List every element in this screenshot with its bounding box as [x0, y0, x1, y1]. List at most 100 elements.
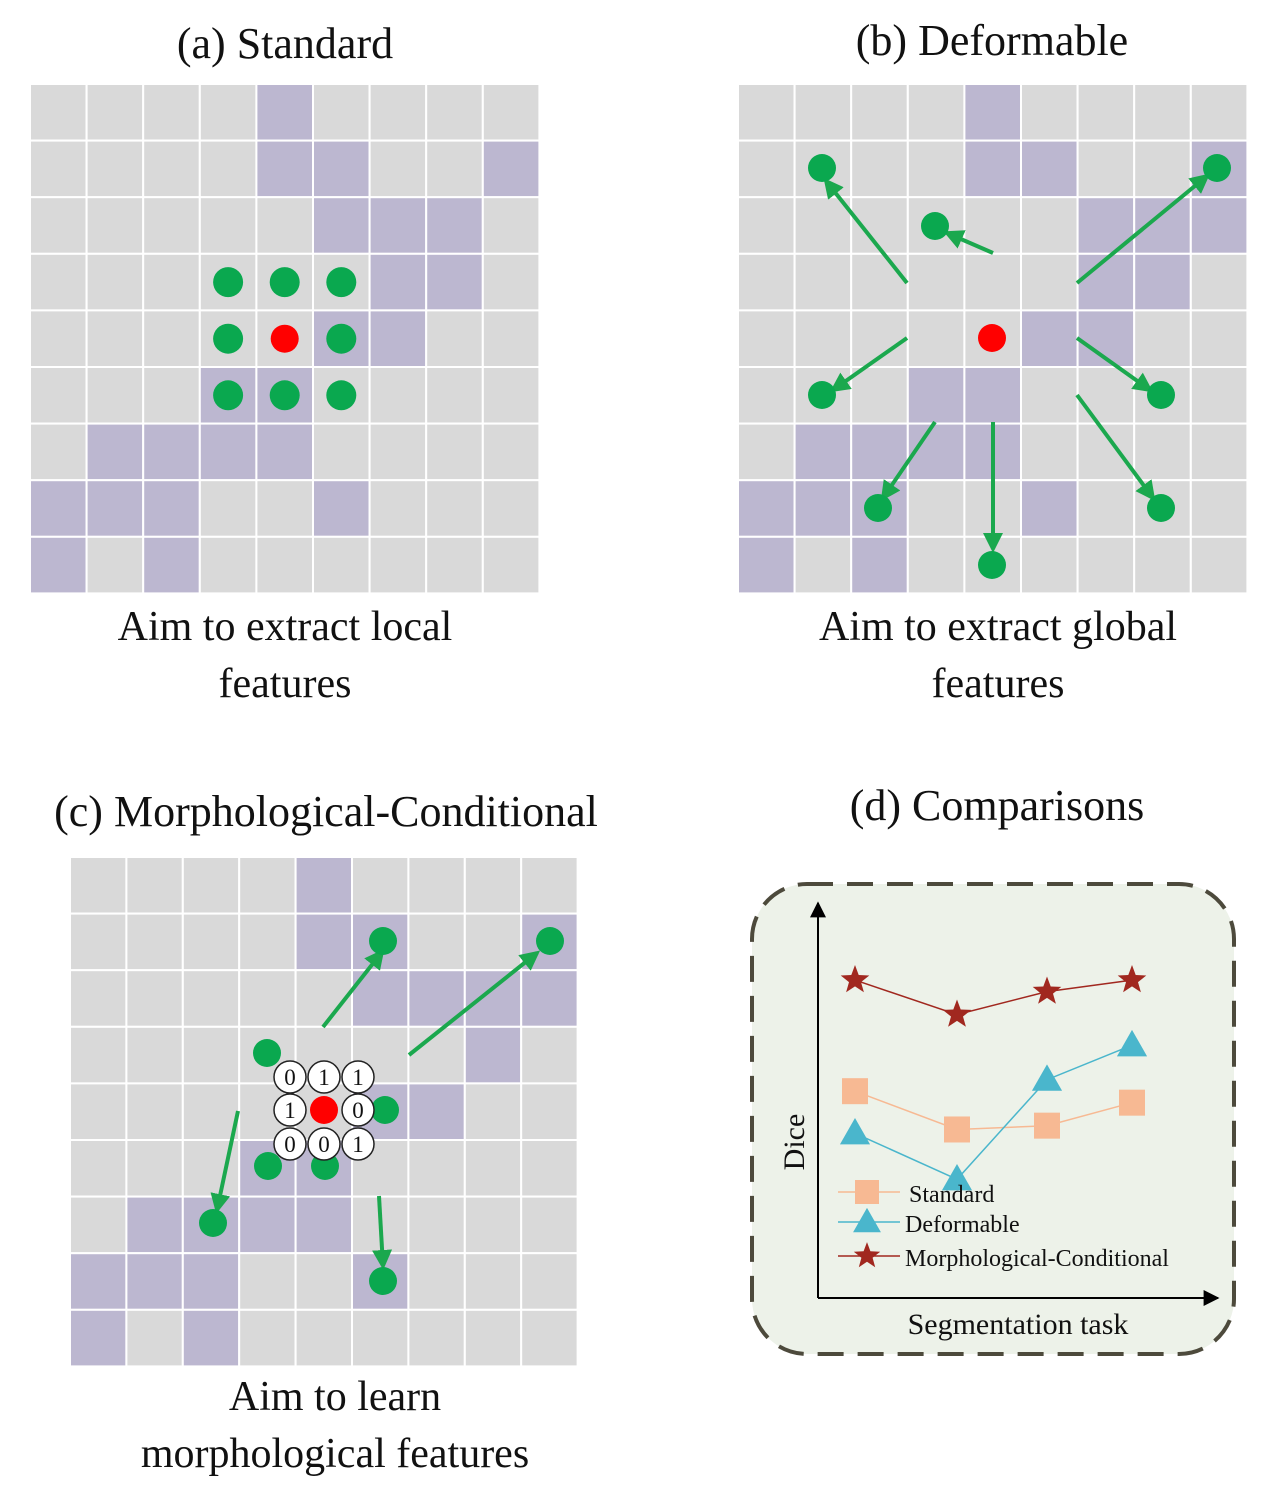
offset-arrow: [1075, 393, 1156, 502]
grid-cell: [520, 1025, 579, 1085]
grid-cell-highlighted: [312, 196, 371, 255]
series-line: [854, 1044, 1133, 1181]
grid-cell: [125, 1308, 184, 1368]
grid-cell: [1189, 422, 1249, 482]
panel-a-sampling-points: [213, 267, 357, 411]
grid-cell: [198, 83, 258, 142]
sampling-point: [326, 267, 357, 298]
grid-cell: [198, 139, 258, 199]
data-point: [1032, 976, 1062, 1004]
grid-cell: [737, 252, 796, 312]
offset-arrow: [943, 230, 994, 255]
grid-cell: [69, 1082, 128, 1142]
grid-cell: [198, 196, 258, 255]
grid-cell-highlighted: [69, 1308, 128, 1368]
panel-b-grid: [737, 83, 1249, 595]
grid-cell-highlighted: [963, 366, 1023, 425]
grid-cell: [181, 912, 241, 972]
grid-cell: [1076, 139, 1136, 199]
grid-cell: [793, 535, 853, 595]
grid-cell: [198, 535, 258, 595]
grid-cell: [737, 422, 796, 482]
grid-cell: [407, 1139, 466, 1198]
series-triangle: [839, 1029, 1148, 1191]
grid-cell: [481, 83, 541, 142]
grid-cell: [906, 83, 966, 142]
kernel-bit-label: 0: [318, 1132, 330, 1157]
grid-cell: [85, 139, 145, 199]
grid-cell-highlighted: [312, 139, 371, 199]
grid-cell: [238, 969, 297, 1028]
grid-cell: [1020, 366, 1079, 425]
grid-cell: [85, 196, 145, 255]
panel-b-sampling-points: [808, 154, 1231, 579]
grid-cell-highlighted: [1189, 196, 1249, 255]
grid-cell: [69, 856, 128, 915]
grid-cell: [238, 856, 297, 915]
grid-cell: [85, 252, 145, 312]
grid-cell: [425, 479, 484, 538]
grid-cell-highlighted: [463, 1025, 523, 1085]
grid-cell: [463, 912, 523, 972]
grid-cell: [294, 969, 354, 1028]
grid-cell: [425, 535, 484, 595]
grid-cell: [425, 366, 484, 425]
offset-arrow: [880, 420, 937, 502]
grid-cell: [906, 479, 966, 538]
grid-cell: [1189, 535, 1249, 595]
center-point: [978, 324, 1006, 352]
grid-cell: [368, 535, 428, 595]
grid-cell-highlighted: [294, 856, 354, 915]
grid-cell-highlighted: [1020, 309, 1079, 368]
grid-cell: [125, 969, 184, 1028]
sampling-point: [978, 551, 1006, 579]
grid-cell-highlighted: [963, 139, 1023, 199]
grid-cell: [142, 366, 201, 425]
legend-label: Deformable: [905, 1212, 1020, 1238]
grid-cell: [69, 1195, 128, 1255]
y-axis-label: Dice: [778, 1114, 811, 1171]
grid-cell: [793, 252, 853, 312]
grid-cell: [463, 1195, 523, 1255]
chart-legend: Standard Deformable Morphological-Conditio…: [838, 1180, 1169, 1272]
grid-cell: [125, 1139, 184, 1198]
data-point: [1034, 1112, 1060, 1139]
chart-series: [839, 965, 1148, 1191]
grid-cell: [1133, 83, 1192, 142]
sampling-point: [536, 927, 564, 955]
grid-cell-highlighted: [407, 1082, 466, 1142]
panel-a-grid: [29, 83, 541, 595]
grid-cell-highlighted: [793, 422, 853, 482]
grid-cell: [294, 1252, 354, 1311]
grid-cell: [1189, 479, 1249, 538]
legend-marker: [855, 1180, 879, 1204]
grid-cell: [125, 1025, 184, 1085]
grid-cell-highlighted: [85, 479, 145, 538]
grid-cell: [125, 1082, 184, 1142]
panel-c-caption-line-2: morphological features: [141, 1431, 529, 1477]
grid-cell-highlighted: [368, 196, 428, 255]
legend-marker: [853, 1242, 881, 1268]
grid-cell: [850, 83, 909, 142]
grid-cell: [1133, 309, 1192, 368]
grid-cell: [407, 1195, 466, 1255]
grid-cell: [481, 366, 541, 425]
center-point: [310, 1096, 338, 1124]
sampling-point: [326, 380, 357, 411]
grid-cell: [520, 1252, 579, 1311]
grid-cell: [481, 252, 541, 312]
kernel-bit-label: 0: [284, 1065, 296, 1090]
grid-cell: [255, 196, 314, 255]
panel-d-title: (d) Comparisons: [850, 781, 1145, 830]
grid-cell: [294, 1308, 354, 1368]
sampling-point: [213, 267, 244, 298]
grid-cell: [520, 1139, 579, 1198]
grid-cell: [520, 856, 579, 915]
sampling-point: [1147, 381, 1175, 409]
sampling-point: [371, 1096, 399, 1124]
grid-cell: [255, 535, 314, 595]
sampling-point: [369, 927, 397, 955]
data-point: [1119, 1089, 1145, 1116]
grid-cell: [142, 309, 201, 368]
